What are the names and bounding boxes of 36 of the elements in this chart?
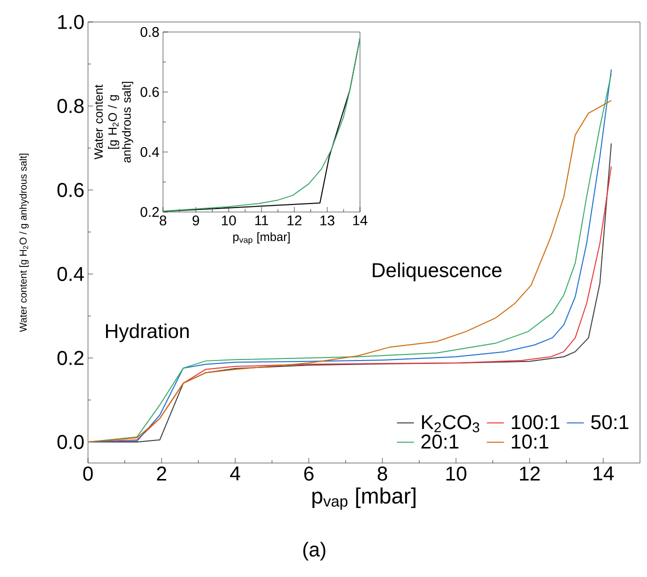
- legend-label: 10:1: [512, 434, 548, 449]
- y-tick-label: 0.4: [57, 266, 84, 282]
- annotation: Deliquescence: [372, 262, 502, 282]
- x-tick-label: 13: [320, 216, 334, 226]
- y-tick-label: 0.8: [140, 27, 159, 37]
- legend-label: 50:1: [591, 415, 628, 430]
- y-tick-label: 0.6: [57, 182, 84, 198]
- x-tick-label: 11: [255, 216, 268, 226]
- legend-label: 20:1: [421, 434, 458, 449]
- x-tick-label: 8: [160, 216, 166, 226]
- x-tick-label: 8: [378, 466, 388, 481]
- y-tick-label: 1.0: [58, 14, 84, 30]
- legend-label: K$_{2}$CO$_{3}$: [422, 415, 480, 432]
- x-tick-label: 14: [594, 466, 614, 480]
- y-tick-label: 0.0: [57, 434, 84, 450]
- x-tick-label: 4: [230, 466, 240, 480]
- x-tick-label: 10: [222, 216, 236, 226]
- x-tick-label: 12: [520, 466, 540, 480]
- y-tick-label: 0.4: [140, 147, 160, 157]
- x-tick-label: 6: [304, 466, 314, 481]
- y-tick-label: 0.8: [57, 98, 84, 114]
- y-tick-label: 0.6: [140, 87, 159, 97]
- x-tick-label: 10: [446, 466, 466, 481]
- x-tick-label: 2: [157, 466, 166, 480]
- x-axis-title: p$_{vap}$ [mbar]: [312, 488, 416, 510]
- annotation: Hydration: [106, 323, 189, 342]
- legend-label: 100:1: [512, 415, 560, 430]
- text: (a): [303, 542, 326, 561]
- x-tick-label: 9: [192, 216, 200, 226]
- x-tick-label: 12: [288, 216, 302, 226]
- x-tick-label: 0: [83, 466, 93, 481]
- y-axis-title: Water content [g H$_{2}$O / g anhydrous salt]: [19, 154, 29, 332]
- y-tick-label: 0.2: [57, 350, 84, 366]
- x-axis-title: p$_{vap}$ [mbar]: [233, 232, 290, 245]
- y-tick-label: 0.2: [140, 207, 159, 217]
- x-tick-label: 14: [353, 216, 368, 226]
